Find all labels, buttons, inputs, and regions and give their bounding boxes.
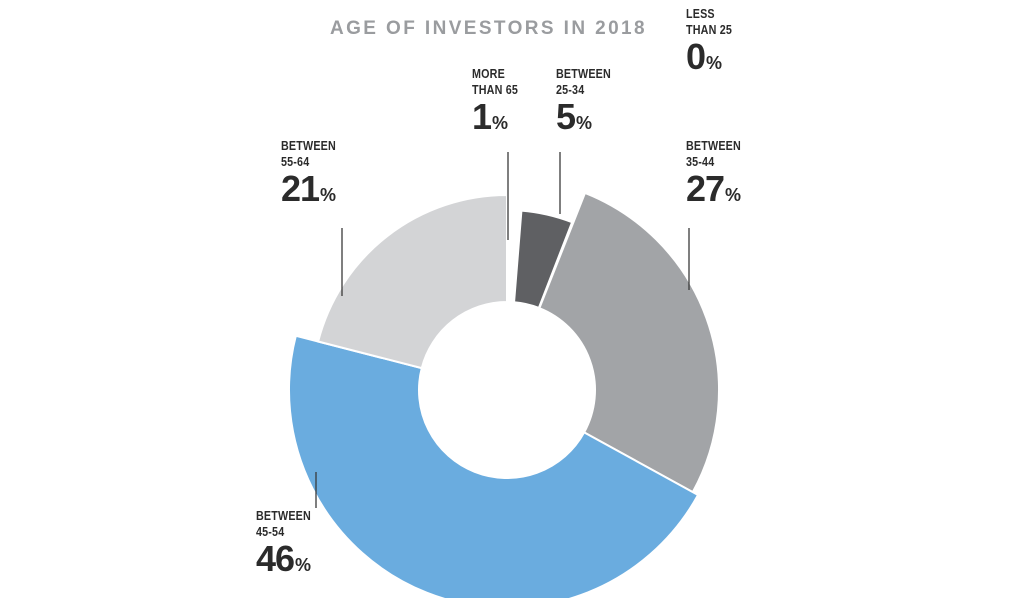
slice-label-55-64: BETWEEN 55-64 21%	[281, 138, 345, 215]
slice-b45_54	[288, 334, 700, 598]
slice-value: 5	[556, 96, 576, 137]
percent-sign: %	[576, 113, 593, 133]
percent-sign: %	[492, 113, 509, 133]
slice-label-line: 45-54	[256, 525, 285, 539]
slice-label-line: MORE	[472, 67, 505, 81]
slice-label-line: THAN 65	[472, 83, 519, 97]
slice-label-gt65: MORE THAN 65 1%	[472, 66, 526, 143]
slice-label-line: 55-64	[281, 155, 310, 169]
percent-sign: %	[320, 185, 337, 205]
slice-label-line: THAN 25	[686, 23, 733, 37]
leader-lines	[315, 152, 690, 508]
percent-sign: %	[706, 53, 723, 73]
slice-value: 27	[686, 168, 725, 209]
slice-value: 21	[281, 168, 320, 209]
slice-label-line: BETWEEN	[556, 67, 611, 81]
slice-label-line: BETWEEN	[281, 139, 336, 153]
slice-value: 46	[256, 538, 295, 579]
pie-slices	[288, 191, 720, 598]
slice-label-line: LESS	[686, 7, 715, 21]
slice-b55_64	[316, 193, 508, 370]
slice-value: 1	[472, 96, 492, 137]
slice-label-45-54: BETWEEN 45-54 46%	[256, 508, 320, 585]
slice-gt65	[509, 274, 515, 304]
slice-label-lt25: LESS THAN 25 0%	[686, 6, 740, 83]
slice-label-line: 25-34	[556, 83, 585, 97]
slice-b35_44	[538, 191, 720, 494]
slice-label-25-34: BETWEEN 25-34 5%	[556, 66, 620, 143]
slice-value: 0	[686, 36, 706, 77]
percent-sign: %	[295, 555, 312, 575]
slice-label-line: 35-44	[686, 155, 715, 169]
chart-title: AGE OF INVESTORS IN 2018	[330, 18, 647, 39]
slice-label-35-44: BETWEEN 35-44 27%	[686, 138, 750, 215]
slice-label-line: BETWEEN	[686, 139, 741, 153]
percent-sign: %	[725, 185, 742, 205]
slice-label-line: BETWEEN	[256, 509, 311, 523]
